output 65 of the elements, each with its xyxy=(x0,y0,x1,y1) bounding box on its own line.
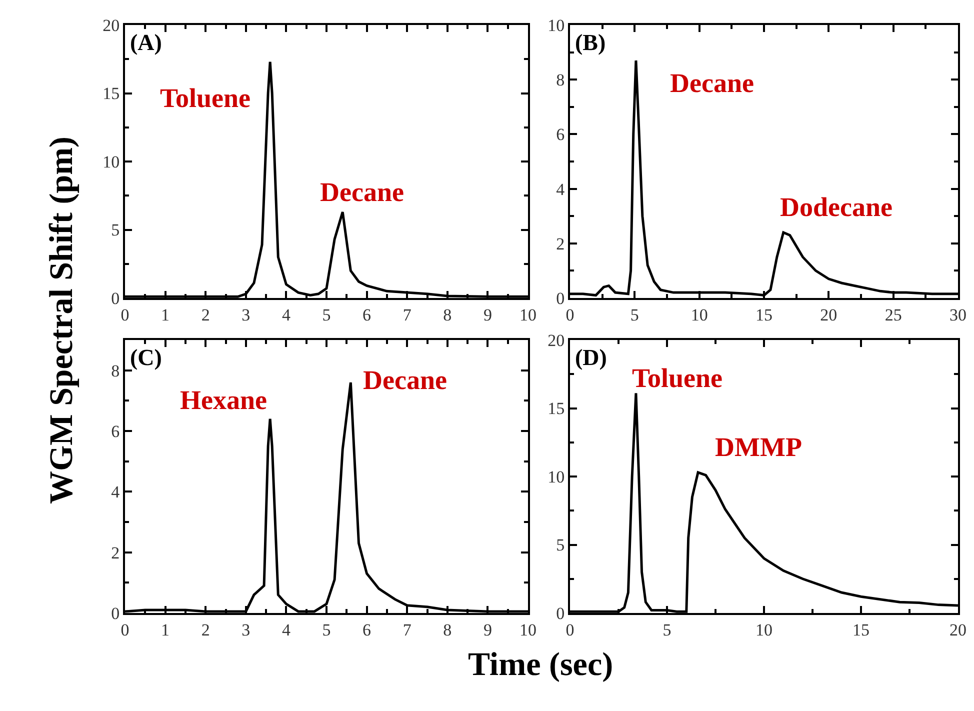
annotation: (A) xyxy=(130,30,162,55)
x-tick-label: 5 xyxy=(322,620,331,640)
annotation: Decane xyxy=(670,68,754,98)
x-tick-label: 7 xyxy=(402,305,412,324)
y-tick-label: 15 xyxy=(548,399,565,418)
annotation: Dodecane xyxy=(780,192,892,222)
annotation: (B) xyxy=(575,30,606,55)
y-tick-label: 2 xyxy=(556,234,565,254)
y-axis-title: WGM Spectral Shift (pm) xyxy=(44,136,80,504)
y-tick-label: 5 xyxy=(111,220,120,240)
y-tick-label: 6 xyxy=(556,125,565,144)
y-tick-label: 10 xyxy=(548,16,565,35)
x-tick-label: 9 xyxy=(483,620,492,640)
x-tick-label: 8 xyxy=(443,620,452,640)
x-tick-label: 3 xyxy=(242,305,250,324)
y-tick-label: 0 xyxy=(556,604,565,623)
y-tick-label: 20 xyxy=(548,330,565,350)
y-tick-label: 0 xyxy=(556,288,565,308)
y-tick-label: 0 xyxy=(111,604,120,623)
y-tick-label: 6 xyxy=(111,422,120,441)
y-tick-label: 8 xyxy=(111,361,120,380)
annotation: Toluene xyxy=(160,83,251,113)
x-tick-label: 5 xyxy=(662,620,672,640)
y-tick-label: 20 xyxy=(102,16,120,35)
x-tick-label: 15 xyxy=(756,305,772,324)
x-tick-label: 10 xyxy=(520,305,536,324)
x-tick-label: 2 xyxy=(201,305,210,324)
annotation: Decane xyxy=(363,365,447,395)
x-tick-label: 2 xyxy=(201,620,210,640)
annotation: (C) xyxy=(130,345,162,370)
y-tick-label: 15 xyxy=(102,84,120,104)
x-tick-label: 20 xyxy=(820,305,838,324)
x-tick-label: 4 xyxy=(282,305,291,324)
x-tick-label: 15 xyxy=(852,620,870,640)
y-tick-label: 0 xyxy=(111,288,120,308)
y-tick-label: 4 xyxy=(111,482,120,502)
x-tick-label: 10 xyxy=(690,305,708,324)
x-tick-label: 10 xyxy=(520,620,536,640)
x-tick-label: 1 xyxy=(161,620,170,640)
x-tick-label: 10 xyxy=(756,620,772,640)
x-tick-label: 25 xyxy=(884,305,902,324)
y-tick-label: 2 xyxy=(111,543,120,562)
annotation: DMMP xyxy=(715,432,802,462)
x-tick-label: 6 xyxy=(362,620,372,640)
annotation: Toluene xyxy=(632,363,723,393)
x-tick-label: 30 xyxy=(950,305,966,324)
y-tick-label: 10 xyxy=(102,152,120,172)
y-tick-label: 5 xyxy=(556,536,565,555)
x-tick-label: 20 xyxy=(950,620,966,640)
x-tick-label: 6 xyxy=(362,305,372,324)
annotation: (D) xyxy=(575,345,607,370)
x-tick-label: 3 xyxy=(242,620,250,640)
x-tick-label: 9 xyxy=(483,305,492,324)
x-tick-label: 1 xyxy=(161,305,170,324)
x-tick-label: 4 xyxy=(282,620,291,640)
y-tick-label: 10 xyxy=(548,467,565,486)
annotation: Hexane xyxy=(180,385,267,415)
y-tick-label: 8 xyxy=(556,70,565,90)
x-axis-title: Time (sec) xyxy=(468,647,614,683)
y-tick-label: 4 xyxy=(556,180,566,199)
annotation: Decane xyxy=(320,177,404,207)
x-tick-label: 5 xyxy=(630,305,639,324)
x-tick-label: 8 xyxy=(443,305,452,324)
x-tick-label: 5 xyxy=(322,305,331,324)
x-tick-label: 7 xyxy=(402,620,412,640)
